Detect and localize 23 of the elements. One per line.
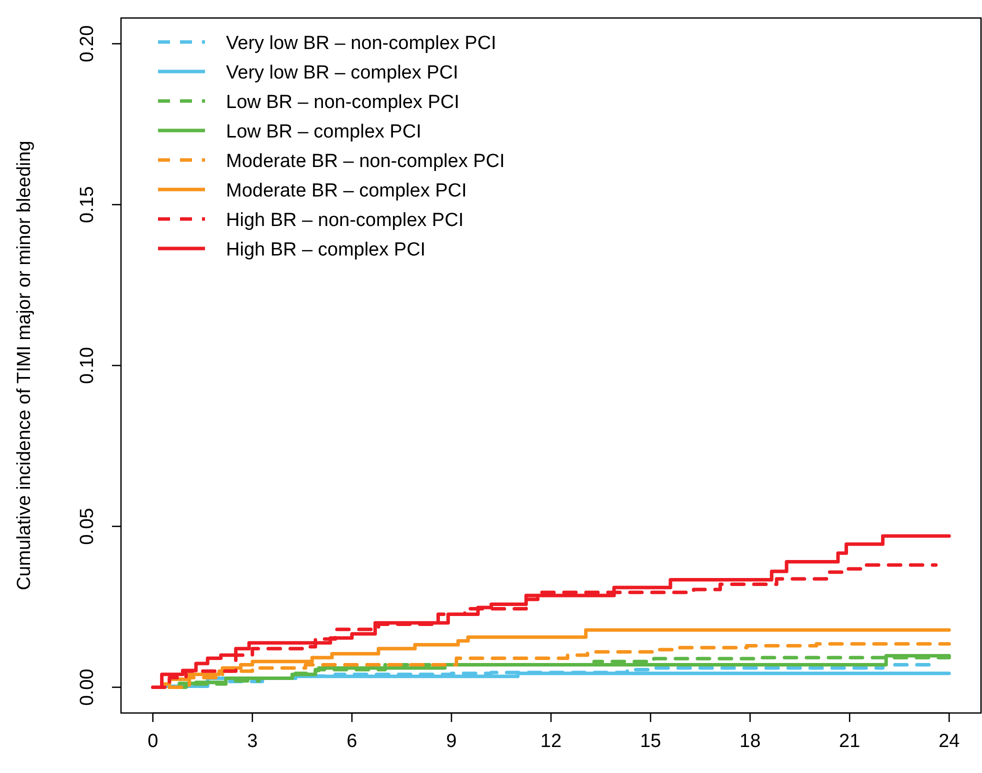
x-tick-label: 24 bbox=[938, 731, 960, 752]
y-tick-label: 0.20 bbox=[77, 25, 98, 62]
x-tick-label: 18 bbox=[740, 731, 761, 752]
y-tick-label: 0.05 bbox=[77, 508, 98, 545]
legend-label: Moderate BR – complex PCI bbox=[226, 180, 467, 202]
legend-label: Very low BR – complex PCI bbox=[226, 62, 458, 84]
legend-label: Moderate BR – non-complex PCI bbox=[226, 151, 505, 172]
x-tick-label: 3 bbox=[247, 731, 258, 752]
legend-label: Very low BR – non-complex PCI bbox=[226, 33, 496, 54]
y-tick-label: 0.10 bbox=[77, 347, 98, 384]
legend-label: High BR – complex PCI bbox=[226, 240, 426, 260]
x-tick-label: 21 bbox=[839, 731, 860, 752]
x-tick-label: 15 bbox=[640, 731, 662, 752]
x-tick-label: 9 bbox=[446, 731, 457, 752]
legend-label: High BR – non-complex PCI bbox=[226, 210, 464, 231]
x-tick-label: 12 bbox=[540, 731, 562, 752]
y-tick-label: 0.15 bbox=[77, 186, 98, 224]
y-axis-title: Cumulative incidence of TIMI major or minor bleeding bbox=[14, 140, 35, 590]
y-tick-label: 0.00 bbox=[77, 668, 98, 706]
legend-label: Low BR – complex PCI bbox=[226, 122, 422, 142]
x-tick-label: 0 bbox=[148, 731, 158, 752]
legend-label: Low BR – non-complex PCI bbox=[226, 92, 460, 113]
x-tick-label: 6 bbox=[346, 731, 358, 752]
